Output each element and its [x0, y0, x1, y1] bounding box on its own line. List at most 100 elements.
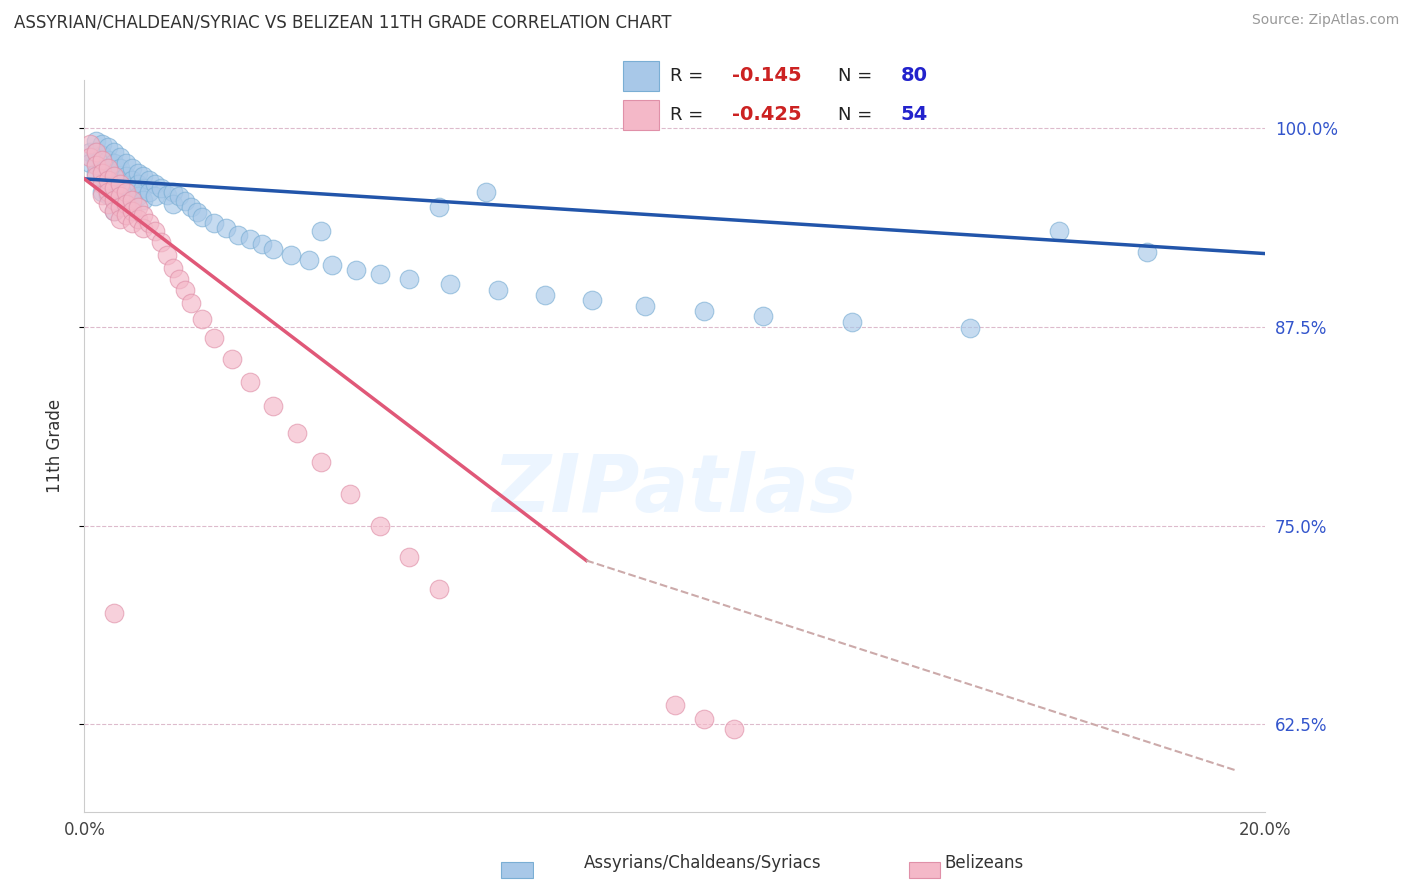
- Point: [321, 258, 343, 272]
- Point: [143, 224, 166, 238]
- Point: [239, 232, 262, 246]
- Text: Assyrians/Chaldeans/Syriacs: Assyrians/Chaldeans/Syriacs: [583, 855, 823, 872]
- Point: [427, 582, 450, 596]
- Point: [103, 145, 125, 159]
- Point: [103, 203, 125, 218]
- Point: [398, 550, 420, 565]
- Point: [103, 203, 125, 218]
- Point: [97, 185, 120, 199]
- FancyBboxPatch shape: [623, 100, 659, 130]
- Point: [132, 181, 155, 195]
- Point: [103, 181, 125, 195]
- Point: [143, 177, 166, 191]
- Point: [97, 161, 120, 175]
- Point: [108, 185, 131, 199]
- Point: [262, 399, 284, 413]
- Point: [285, 426, 308, 441]
- Point: [1047, 224, 1070, 238]
- Point: [280, 248, 302, 262]
- Point: [103, 179, 125, 194]
- Point: [108, 161, 131, 175]
- Text: 80: 80: [900, 67, 928, 86]
- Point: [138, 216, 160, 230]
- Point: [103, 193, 125, 207]
- Point: [215, 221, 238, 235]
- Point: [91, 161, 114, 175]
- Point: [156, 248, 179, 262]
- Point: [103, 191, 125, 205]
- Point: [114, 185, 136, 199]
- Point: [143, 189, 166, 203]
- Point: [108, 211, 131, 226]
- FancyBboxPatch shape: [908, 862, 941, 878]
- Point: [103, 606, 125, 620]
- Point: [132, 221, 155, 235]
- Text: Belizeans: Belizeans: [945, 855, 1024, 872]
- Point: [97, 197, 120, 211]
- Point: [97, 187, 120, 202]
- Point: [84, 145, 107, 159]
- Point: [339, 486, 361, 500]
- Point: [752, 309, 775, 323]
- Point: [162, 197, 184, 211]
- Point: [298, 252, 321, 267]
- Point: [475, 185, 498, 199]
- Point: [97, 177, 120, 191]
- Point: [191, 210, 214, 224]
- Point: [127, 165, 149, 179]
- Point: [239, 376, 262, 390]
- Point: [91, 136, 114, 151]
- Point: [156, 187, 179, 202]
- Point: [108, 195, 131, 210]
- Point: [91, 187, 114, 202]
- Point: [91, 148, 114, 162]
- Point: [121, 173, 143, 187]
- Point: [108, 173, 131, 187]
- Point: [162, 260, 184, 275]
- Point: [108, 189, 131, 203]
- Point: [97, 173, 120, 187]
- Text: -0.145: -0.145: [733, 67, 801, 86]
- Point: [84, 169, 107, 183]
- Point: [103, 169, 125, 183]
- Point: [439, 277, 461, 291]
- Text: R =: R =: [671, 67, 709, 85]
- Point: [108, 177, 131, 191]
- Point: [97, 140, 120, 154]
- Point: [114, 156, 136, 170]
- Point: [226, 227, 249, 242]
- Text: R =: R =: [671, 106, 709, 124]
- Point: [84, 165, 107, 179]
- Text: Source: ZipAtlas.com: Source: ZipAtlas.com: [1251, 13, 1399, 28]
- Point: [79, 156, 101, 170]
- Point: [121, 203, 143, 218]
- Point: [150, 235, 173, 250]
- Point: [79, 136, 101, 151]
- Point: [84, 157, 107, 171]
- Point: [486, 283, 509, 297]
- Point: [121, 216, 143, 230]
- Point: [180, 296, 202, 310]
- Point: [959, 321, 981, 335]
- Point: [398, 272, 420, 286]
- Point: [114, 179, 136, 194]
- Point: [664, 698, 686, 713]
- Point: [97, 165, 120, 179]
- Point: [221, 351, 243, 366]
- Point: [132, 209, 155, 223]
- Point: [138, 173, 160, 187]
- Point: [114, 197, 136, 211]
- Text: N =: N =: [838, 67, 879, 85]
- Text: ZIPatlas: ZIPatlas: [492, 450, 858, 529]
- Point: [202, 216, 225, 230]
- Point: [180, 201, 202, 215]
- Point: [262, 242, 284, 256]
- Point: [634, 299, 657, 313]
- Point: [723, 722, 745, 736]
- Point: [91, 172, 114, 186]
- Point: [84, 156, 107, 170]
- Point: [103, 169, 125, 183]
- FancyBboxPatch shape: [501, 862, 533, 878]
- Point: [368, 518, 391, 533]
- Point: [91, 165, 114, 179]
